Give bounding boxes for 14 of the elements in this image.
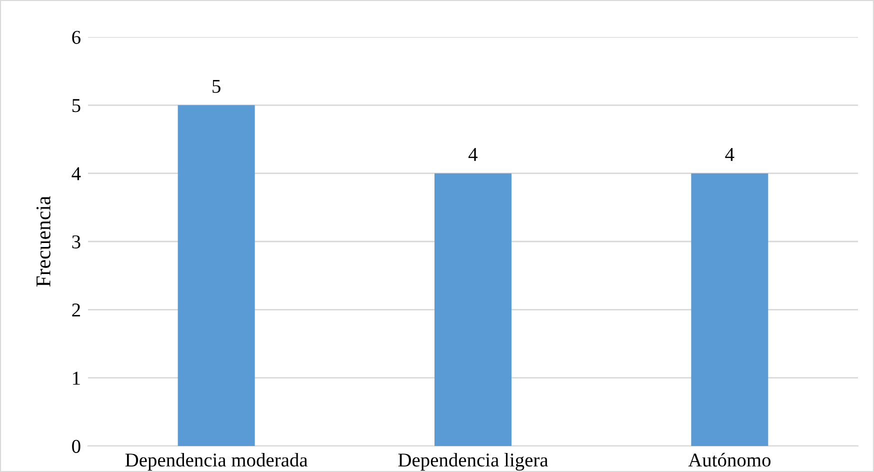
x-tick-label: Dependencia ligera [398, 452, 548, 471]
data-label: 5 [212, 80, 220, 93]
y-tick-label: 6 [72, 30, 80, 44]
y-tick-label: 2 [72, 304, 80, 316]
x-tick-label: Dependencia moderada [125, 452, 308, 471]
y-axis-title: Frecuencia [36, 196, 50, 287]
data-label: 4 [468, 148, 478, 161]
y-tick-label: 5 [72, 99, 80, 112]
x-tick-label: Autónomo [688, 452, 771, 467]
y-tick-label: 0 [72, 440, 80, 453]
data-label: 4 [725, 148, 734, 161]
y-tick-label: 3 [72, 235, 80, 248]
y-tick-label: 4 [72, 167, 81, 180]
y-tick-label: 1 [73, 372, 80, 385]
